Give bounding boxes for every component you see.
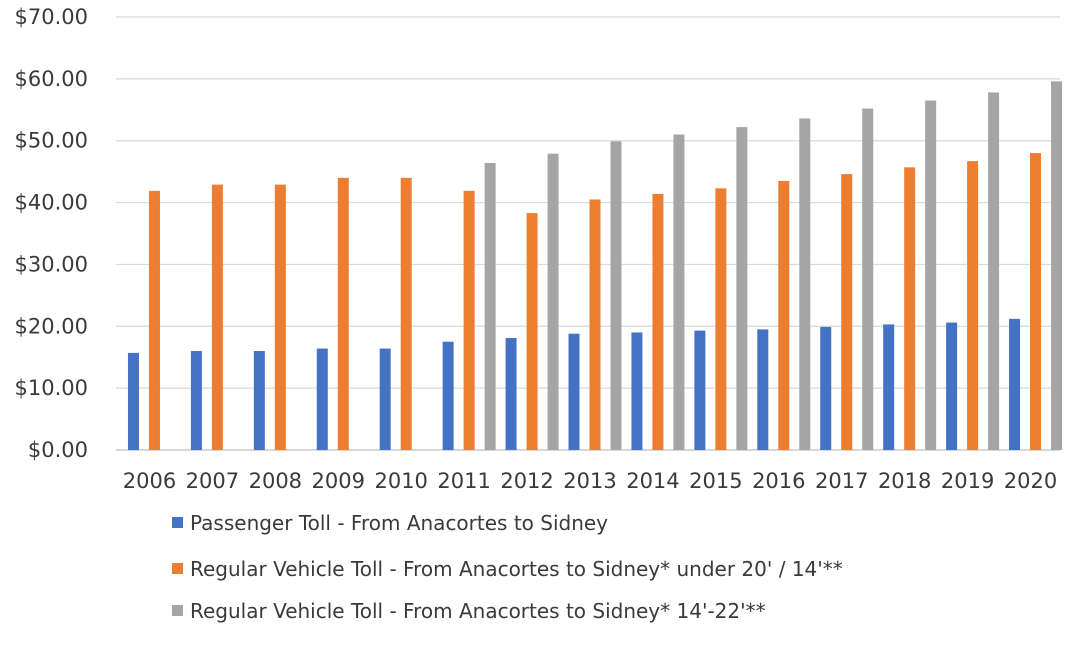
x-tick-label: 2009 (312, 469, 365, 493)
bar-2010-series-2 (400, 177, 412, 451)
bar-2007-series-2 (211, 184, 223, 450)
bar-2020-series-1 (1009, 318, 1021, 450)
bar-2018-series-3 (925, 100, 937, 450)
bar-2014-series-1 (631, 332, 643, 450)
bar-2011-series-3 (484, 162, 496, 451)
x-tick-label: 2011 (437, 469, 490, 493)
legend-label: Regular Vehicle Toll - From Anacortes to… (190, 599, 766, 623)
y-tick-label: $50.00 (15, 129, 88, 153)
legend-swatch (172, 517, 183, 528)
legend-item-1: Passenger Toll - From Anacortes to Sidne… (172, 511, 608, 535)
bar-2008-series-2 (274, 184, 286, 450)
x-tick-label: 2019 (941, 469, 994, 493)
bar-2015-series-2 (715, 188, 727, 450)
bar-2015-series-1 (694, 330, 706, 450)
bar-2011-series-2 (463, 190, 475, 450)
x-tick-label: 2015 (689, 469, 742, 493)
bar-2006-series-2 (148, 190, 160, 450)
bar-2019-series-1 (946, 322, 958, 450)
x-tick-label: 2014 (626, 469, 679, 493)
y-tick-label: $0.00 (28, 438, 88, 462)
bar-2018-series-1 (883, 324, 895, 450)
legend-swatch (172, 563, 183, 574)
bar-2020-series-3 (1051, 81, 1063, 451)
bar-2006-series-1 (127, 352, 139, 450)
x-tick-label: 2006 (123, 469, 176, 493)
y-tick-label: $40.00 (15, 191, 88, 215)
y-tick-label: $30.00 (15, 252, 88, 276)
bars (127, 81, 1063, 451)
y-tick-label: $70.00 (15, 5, 88, 29)
bar-2009-series-2 (337, 177, 349, 451)
bar-2008-series-1 (253, 351, 265, 450)
bar-2016-series-2 (778, 180, 790, 450)
y-tick-label: $20.00 (15, 314, 88, 338)
y-axis-tick-labels: $0.00 $10.00 $20.00 $30.00 $40.00 $50.00 $60.0… (15, 5, 88, 462)
legend-item-2: Regular Vehicle Toll - From Anacortes to… (172, 557, 843, 581)
x-tick-label: 2008 (249, 469, 302, 493)
x-tick-label: 2017 (815, 469, 868, 493)
x-tick-label: 2012 (500, 469, 553, 493)
bar-2013-series-2 (589, 199, 601, 450)
legend-swatch (172, 605, 183, 616)
bar-2016-series-1 (757, 329, 769, 450)
bar-2020-series-2 (1030, 153, 1042, 451)
bar-2012-series-2 (526, 213, 538, 450)
bar-2013-series-3 (610, 141, 622, 450)
bar-2017-series-3 (862, 108, 874, 450)
bar-2019-series-3 (988, 92, 1000, 451)
bar-2011-series-1 (442, 341, 454, 450)
x-tick-label: 2016 (752, 469, 805, 493)
bar-2009-series-1 (316, 348, 328, 450)
gridlines (116, 16, 1060, 451)
legend: Passenger Toll - From Anacortes to Sidne… (172, 511, 843, 623)
bar-2015-series-3 (736, 127, 748, 450)
bar-2010-series-1 (379, 348, 391, 450)
bar-2017-series-2 (841, 174, 853, 451)
legend-item-3: Regular Vehicle Toll - From Anacortes to… (172, 599, 766, 623)
y-tick-label: $10.00 (15, 376, 88, 400)
x-tick-label: 2010 (374, 469, 427, 493)
bar-2016-series-3 (799, 118, 811, 451)
bar-2013-series-1 (568, 333, 580, 450)
bar-2014-series-2 (652, 193, 664, 450)
bar-2017-series-1 (820, 326, 832, 450)
x-tick-label: 2020 (1004, 469, 1057, 493)
y-tick-label: $60.00 (15, 67, 88, 91)
legend-label: Regular Vehicle Toll - From Anacortes to… (190, 557, 843, 581)
legend-label: Passenger Toll - From Anacortes to Sidne… (190, 511, 608, 535)
bar-2019-series-2 (967, 161, 979, 450)
x-tick-label: 2007 (186, 469, 239, 493)
bar-2014-series-3 (673, 134, 685, 450)
x-tick-label: 2018 (878, 469, 931, 493)
bar-2018-series-2 (904, 167, 916, 450)
x-axis-tick-labels: 2006 2007 2008 2009 2010 2011 2012 2013 2014 2015… (123, 469, 1058, 493)
x-tick-label: 2013 (563, 469, 616, 493)
bar-2012-series-3 (547, 153, 559, 450)
bar-2012-series-1 (505, 338, 517, 450)
bar-2007-series-1 (190, 351, 202, 450)
